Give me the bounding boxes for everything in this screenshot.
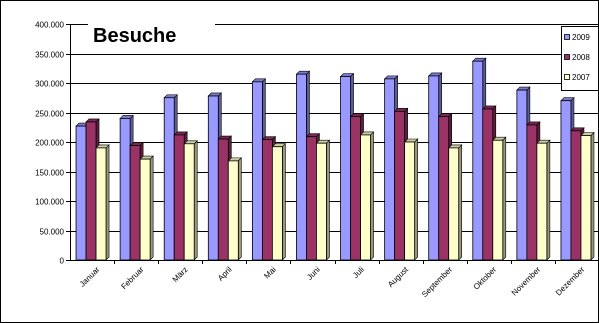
bar-front-face [75,125,87,261]
bar-front-face [271,146,283,261]
bar-front-face [472,60,484,261]
bar-front-face [384,78,396,261]
bar-front-face [570,130,582,261]
bar-front-face [139,158,151,261]
bar-side-face [237,157,242,261]
bar-front-face [360,134,371,261]
bar-2007-juni [315,139,331,261]
bar-2007-september [447,144,463,261]
bar-front-face [227,160,239,261]
legend-swatch-2009 [564,34,570,40]
bar-2007-november [536,139,551,261]
bar-side-face [546,139,551,261]
bar-side-face [414,138,418,261]
legend-swatch-2008 [564,54,570,60]
bar-front-face [350,116,361,261]
bar-front-face [183,143,195,261]
bar-front-face [516,89,528,261]
bar-front-face [217,138,229,261]
bar-side-face [282,142,286,261]
y-tick-label: 50.000 [40,228,65,237]
legend-swatch-2007 [564,74,570,80]
y-tick-label: 250.000 [35,110,64,119]
bar-side-face [326,139,330,261]
legend-label-2009: 2009 [572,33,590,42]
bar-front-face [261,139,273,261]
y-tick-label: 350.000 [35,51,64,60]
y-tick-label: 400.000 [35,21,64,30]
y-tick-label: 200.000 [35,139,64,148]
bar-2007-januar [95,144,110,261]
bar-front-face [394,110,406,261]
bar-front-face [316,142,327,261]
bar-2007-juli [359,131,375,261]
bar-front-face [438,116,450,261]
bar-side-face [370,131,374,261]
bar-side-face [590,131,595,261]
bar-front-face [580,135,592,261]
y-tick-label: 150.000 [35,169,64,178]
bar-front-face [306,136,317,261]
bar-front-face [404,141,416,261]
bar-2007-august [403,138,419,261]
bar-2007-oktober [492,136,507,261]
chart-title: Besuche [93,25,176,47]
legend: 2009 2008 2007 [561,26,599,91]
y-tick-label: 0 [60,257,65,266]
y-tick-label: 300.000 [35,80,64,89]
bar-front-face [296,73,307,261]
bars-layer [75,57,595,261]
bar-front-face [482,108,494,261]
bar-front-face [526,124,538,261]
bar-2007-dezember [580,131,595,261]
bar-front-face [119,118,131,261]
grid-layer [66,24,599,261]
bar-front-face [340,76,351,261]
bar-front-face [251,81,263,261]
bar-side-face [105,144,110,261]
legend-label-2008: 2008 [572,53,590,62]
bar-front-face [173,134,185,261]
bar-side-face [502,136,507,261]
y-tick-labels: 0 50.000 100.000 150.000 200.000 250.000 300.0… [35,21,64,266]
bar-2007-februar [139,155,154,261]
bar-2007-mai [271,142,287,261]
bar-front-face [95,147,107,261]
bar-front-face [85,121,97,261]
bar-front-face [129,145,141,261]
chart-title-box: Besuche [88,17,215,53]
bar-2007-märz [183,140,198,261]
bar-front-face [492,139,504,261]
bar-front-face [536,142,548,261]
bar-front-face [560,100,572,261]
bar-front-face [163,97,175,261]
bar-front-face [428,75,440,261]
bar-side-face [458,144,463,261]
title-background [88,17,215,53]
legend-label-2007: 2007 [572,73,590,82]
bar-2007-april [227,157,243,261]
bar-front-face [207,95,219,261]
bar-side-face [193,140,198,261]
bar-front-face [448,147,460,261]
y-tick-label: 100.000 [35,198,64,207]
bar-side-face [149,155,154,261]
